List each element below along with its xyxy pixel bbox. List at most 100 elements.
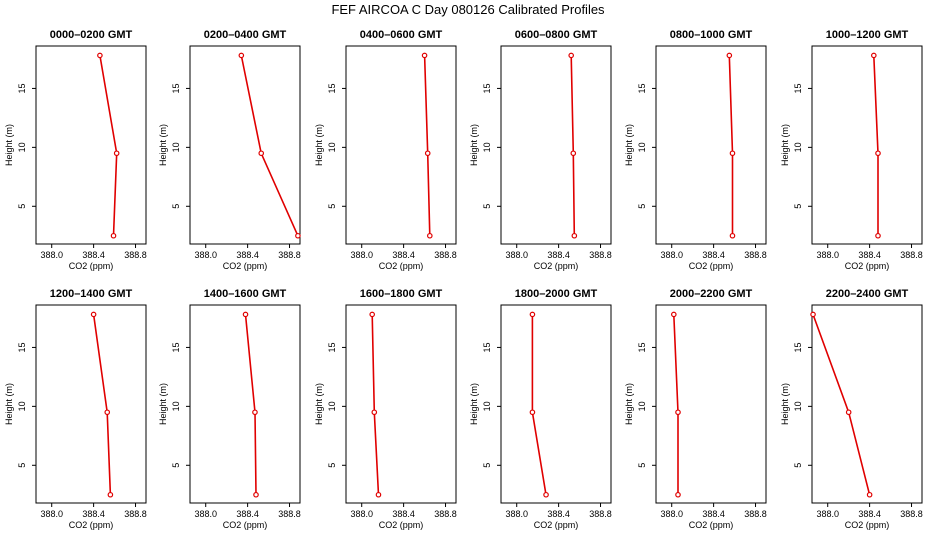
data-point	[866, 491, 873, 498]
y-tick-label: 10	[17, 401, 27, 411]
y-axis-label: Height (m)	[469, 124, 479, 166]
profile-panel: 1600–1800 GMT 388.0 388.4 388.8 5 10 15 CO2 (pp…	[314, 288, 457, 530]
profile-line	[570, 55, 576, 236]
y-axis-label: Height (m)	[158, 124, 168, 166]
x-axis-label: CO2 (ppm)	[223, 261, 268, 271]
x-tick-label: 388.8	[900, 509, 923, 519]
data-point	[529, 311, 536, 318]
y-tick-label: 10	[637, 142, 647, 152]
y-tick-label: 5	[482, 463, 492, 468]
data-point	[110, 232, 117, 239]
x-axis-label: CO2 (ppm)	[689, 520, 734, 530]
data-point	[104, 409, 111, 416]
data-point	[424, 150, 431, 157]
x-tick-label: 388.8	[278, 250, 301, 260]
y-axis-label: Height (m)	[314, 383, 324, 425]
profile-line	[812, 314, 871, 495]
x-tick-label: 388.0	[194, 509, 217, 519]
x-tick-label: 388.8	[124, 250, 147, 260]
x-axis-label: CO2 (ppm)	[379, 520, 424, 530]
data-point	[90, 311, 97, 318]
plot-frame	[35, 45, 147, 245]
profile-panel: 0800–1000 GMT 388.0 388.4 388.8 5 10 15 CO2 (pp…	[624, 29, 767, 271]
y-tick-label: 15	[793, 83, 803, 93]
profile-line	[673, 314, 679, 495]
figure-title: FEF AIRCOA C Day 080126 Calibrated Profi…	[331, 2, 605, 17]
panel-title: 0000–0200 GMT	[50, 29, 133, 41]
y-tick-label: 15	[793, 342, 803, 352]
profile-line	[371, 314, 380, 495]
x-tick-label: 388.8	[900, 250, 923, 260]
x-tick-label: 388.8	[744, 509, 767, 519]
panel-title: 1600–1800 GMT	[360, 288, 443, 300]
x-tick-label: 388.4	[236, 250, 259, 260]
x-tick-label: 388.8	[124, 509, 147, 519]
data-point	[875, 232, 881, 239]
y-tick-label: 15	[482, 342, 492, 352]
x-axis-label: CO2 (ppm)	[845, 520, 890, 530]
y-axis-label: Height (m)	[4, 383, 14, 425]
data-point	[675, 409, 681, 416]
profile-panel: 0600–0800 GMT 388.0 388.4 388.8 5 10 15 CO2 (pp…	[469, 29, 612, 271]
plot-frame	[345, 45, 457, 245]
x-axis-label: CO2 (ppm)	[69, 261, 114, 271]
y-tick-label: 10	[482, 142, 492, 152]
data-point	[371, 409, 378, 416]
y-tick-label: 10	[482, 401, 492, 411]
data-point	[729, 232, 736, 239]
panel-title: 0800–1000 GMT	[670, 29, 753, 41]
panel-title: 1400–1600 GMT	[204, 288, 287, 300]
data-point	[875, 150, 881, 157]
x-tick-label: 388.0	[660, 509, 683, 519]
data-point	[671, 311, 677, 318]
y-tick-label: 5	[327, 204, 337, 209]
x-tick-label: 388.0	[40, 509, 63, 519]
x-tick-label: 388.0	[660, 250, 683, 260]
x-tick-label: 388.0	[194, 250, 217, 260]
x-tick-label: 388.4	[858, 509, 881, 519]
y-tick-label: 5	[637, 204, 647, 209]
plot-frame	[189, 304, 301, 504]
profile-line	[423, 55, 431, 236]
profile-line	[873, 55, 879, 236]
x-axis-label: CO2 (ppm)	[689, 261, 734, 271]
panel-title: 2000–2200 GMT	[670, 288, 753, 300]
data-point	[571, 232, 578, 239]
panel-title: 0200–0400 GMT	[204, 29, 287, 41]
y-tick-label: 5	[171, 204, 181, 209]
y-axis-label: Height (m)	[314, 124, 324, 166]
plot-frame	[189, 45, 301, 245]
y-tick-label: 5	[327, 463, 337, 468]
x-tick-label: 388.4	[702, 250, 725, 260]
x-tick-label: 388.0	[40, 250, 63, 260]
x-tick-label: 388.4	[858, 250, 881, 260]
plot-frame	[811, 304, 923, 504]
data-point	[729, 150, 736, 157]
x-tick-label: 388.8	[434, 509, 457, 519]
profile-line	[240, 55, 299, 237]
profile-panel: 2200–2400 GMT 388.0 388.4 388.8 5 10 15 CO2 (pp…	[780, 288, 923, 530]
y-tick-label: 10	[171, 142, 181, 152]
plot-frame	[500, 304, 612, 504]
y-tick-label: 5	[17, 463, 27, 468]
x-tick-label: 388.4	[392, 509, 415, 519]
data-point	[113, 150, 120, 157]
profile-panel: 0200–0400 GMT 388.0 388.4 388.8 5 10 15 CO2 (pp…	[158, 29, 301, 271]
y-tick-label: 15	[171, 342, 181, 352]
data-point	[810, 311, 816, 318]
profile-panel: 0400–0600 GMT 388.0 388.4 388.8 5 10 15 CO2 (pp…	[314, 29, 457, 271]
data-point	[568, 52, 574, 59]
x-axis-label: CO2 (ppm)	[534, 261, 579, 271]
x-tick-label: 388.8	[589, 509, 612, 519]
x-tick-label: 388.8	[278, 509, 301, 519]
data-point	[253, 491, 259, 498]
y-tick-label: 10	[327, 142, 337, 152]
data-point	[871, 52, 877, 59]
x-tick-label: 388.8	[589, 250, 612, 260]
profile-panel: 1200–1400 GMT 388.0 388.4 388.8 5 10 15 CO2 (pp…	[4, 288, 147, 530]
plot-frame	[811, 45, 923, 245]
x-axis-label: CO2 (ppm)	[534, 520, 579, 530]
plot-frame	[655, 304, 767, 504]
x-tick-label: 388.0	[505, 509, 528, 519]
